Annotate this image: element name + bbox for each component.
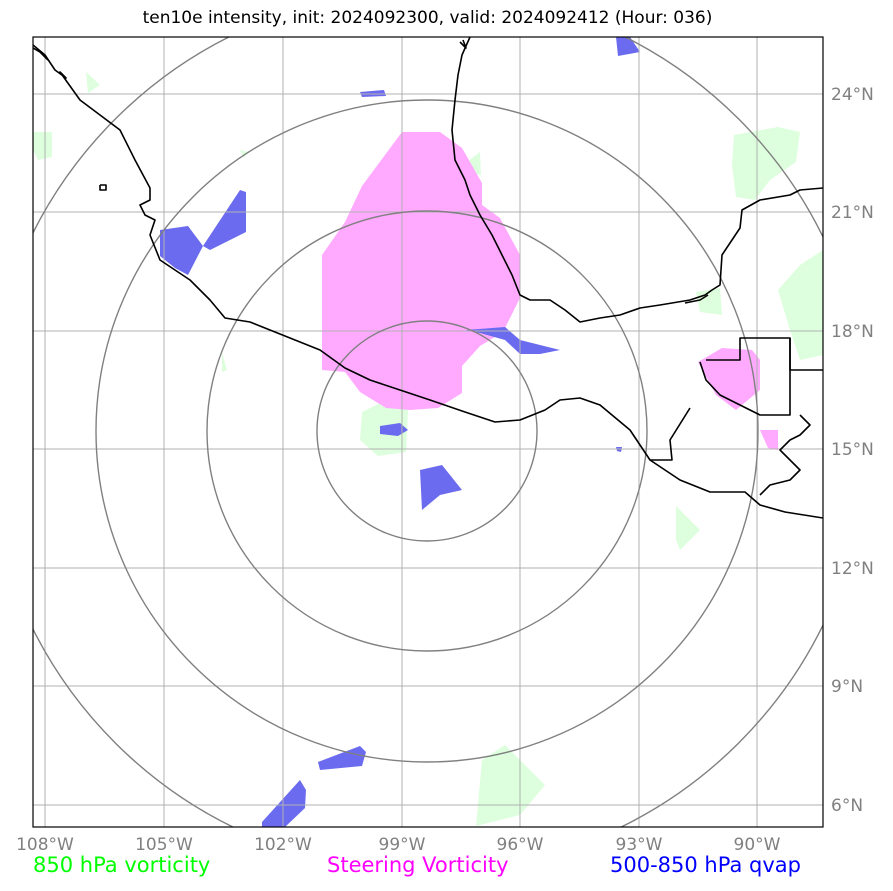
steering-vorticity-patch xyxy=(322,132,520,410)
qvap-patch xyxy=(420,465,462,510)
lon-tick-label: 105°W xyxy=(135,835,193,855)
legend-steering-vorticity: Steering Vorticity xyxy=(327,853,509,877)
legend-850-vorticity: 850 hPa vorticity xyxy=(33,853,211,877)
vorticity-850-patch xyxy=(222,352,227,372)
pacific-coast xyxy=(33,44,823,519)
vorticity-850-fields xyxy=(33,72,823,826)
coastlines xyxy=(33,37,823,519)
belize-border xyxy=(759,414,811,496)
yucatan-coast xyxy=(684,294,709,304)
lon-tick-label: 108°W xyxy=(16,835,74,855)
range-ring xyxy=(95,99,759,763)
qvap-fields xyxy=(160,37,640,827)
gulf-inner xyxy=(459,39,467,49)
qvap-patch xyxy=(466,327,560,354)
lon-tick-label: 102°W xyxy=(254,835,312,855)
vorticity-850-patch xyxy=(696,288,722,315)
central-america-border xyxy=(650,407,691,461)
lon-tick-label: 96°W xyxy=(497,835,544,855)
lon-tick-label: 90°W xyxy=(734,835,781,855)
vorticity-850-patch xyxy=(240,150,248,158)
qvap-patch xyxy=(616,37,640,56)
steering-vorticity-patch xyxy=(698,348,760,410)
lat-tick-label: 12°N xyxy=(831,559,874,579)
lon-tick-label: 93°W xyxy=(616,835,663,855)
axes-frame xyxy=(32,36,824,828)
qvap-patch xyxy=(318,746,366,770)
steering-vorticity-patch xyxy=(760,430,778,450)
lat-tick-label: 18°N xyxy=(831,322,874,342)
qvap-patch xyxy=(203,190,246,250)
lon-tick-labels: 108°W 105°W 102°W 99°W 96°W 93°W 90°W xyxy=(16,835,781,855)
lat-tick-label: 6°N xyxy=(831,796,863,816)
lat-tick-label: 24°N xyxy=(831,85,874,105)
baja-coast xyxy=(33,47,49,61)
graticule xyxy=(33,37,823,827)
range-ring xyxy=(316,320,538,542)
vorticity-850-patch xyxy=(86,72,100,93)
vorticity-850-patch xyxy=(778,250,823,360)
gulf-coast xyxy=(451,37,823,323)
lon-tick-label: 99°W xyxy=(379,835,426,855)
chart-title: ten10e intensity, init: 2024092300, vali… xyxy=(142,8,713,28)
qvap-patch xyxy=(262,780,306,827)
qvap-patch xyxy=(380,423,408,436)
guatemala-border xyxy=(789,338,823,371)
vorticity-850-patch xyxy=(732,127,800,200)
lat-tick-label: 15°N xyxy=(831,440,874,460)
lat-tick-label: 9°N xyxy=(831,677,863,697)
lat-tick-label: 21°N xyxy=(831,203,874,223)
vorticity-850-patch xyxy=(676,506,700,550)
legend-qvap: 500-850 hPa qvap xyxy=(610,853,801,877)
island-coast xyxy=(99,184,107,191)
range-ring xyxy=(33,37,823,827)
range-rings xyxy=(33,37,823,827)
lat-tick-labels: 24°N 21°N 18°N 15°N 12°N 9°N 6°N xyxy=(831,85,874,816)
yucatan-border xyxy=(699,337,791,416)
steering-vorticity-fields xyxy=(322,132,778,450)
range-ring xyxy=(206,210,648,652)
qvap-patch xyxy=(160,226,203,275)
vorticity-850-patch xyxy=(33,132,52,160)
vorticity-850-patch xyxy=(476,745,545,826)
